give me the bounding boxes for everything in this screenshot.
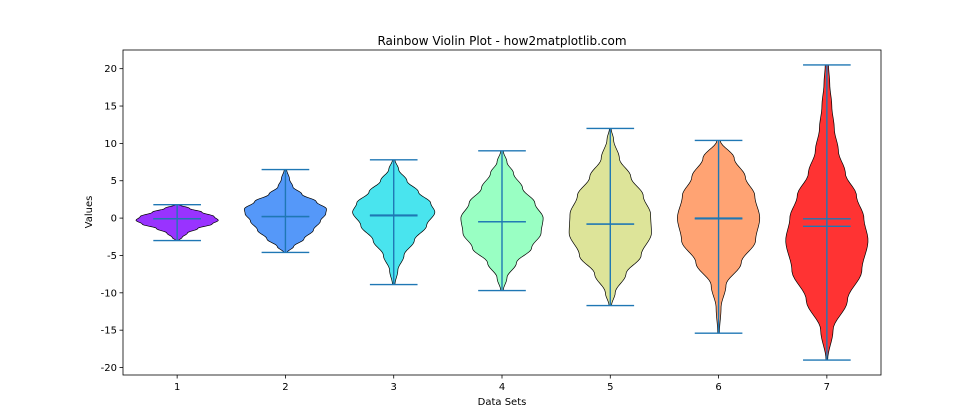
x-tick-label: 3: [391, 382, 397, 393]
y-tick-label: 0: [111, 214, 117, 225]
x-axis-label: Data Sets: [478, 397, 527, 408]
x-tick-label: 1: [174, 382, 180, 393]
y-axis-label: Values: [84, 196, 95, 229]
x-tick-label: 7: [824, 382, 830, 393]
plot-area: -20 -15 -10 -5 0 5 10 15 20 1 2 3 4 5 6 7: [101, 49, 882, 393]
y-tick-label: 5: [111, 176, 117, 187]
y-tick-label: -20: [101, 363, 117, 374]
chart-title: Rainbow Violin Plot - how2matplotlib.com: [377, 34, 626, 48]
y-tick-label: -10: [101, 288, 117, 299]
x-tick-label: 4: [499, 382, 505, 393]
y-tick-label: -15: [101, 326, 117, 337]
x-tick-label: 5: [607, 382, 613, 393]
x-tick-label: 6: [715, 382, 721, 393]
y-tick-label: 15: [104, 102, 117, 113]
x-tick-label: 2: [282, 382, 288, 393]
y-tick-label: 10: [104, 139, 117, 150]
y-tick-label: -5: [107, 251, 117, 262]
y-tick-label: 20: [104, 64, 117, 75]
